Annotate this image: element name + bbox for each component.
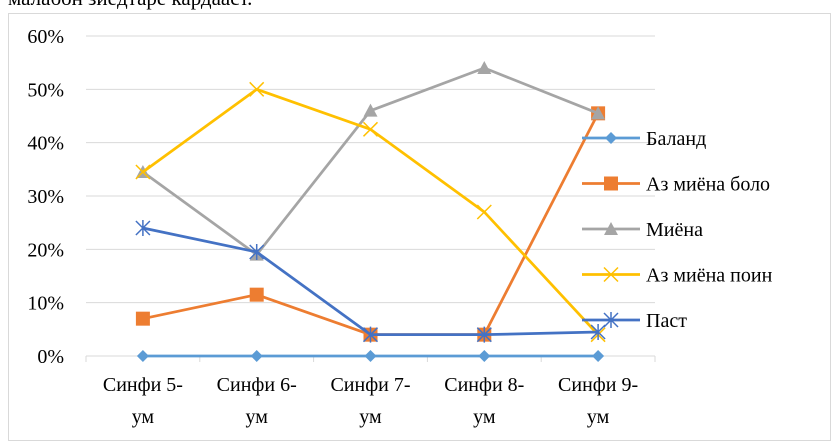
data-point-marker-shape — [477, 61, 492, 74]
legend-label: Аз миёна боло — [646, 174, 770, 196]
data-point-marker-shape — [135, 164, 151, 180]
data-point-marker — [249, 81, 265, 97]
data-point-marker — [362, 326, 379, 343]
data-point-marker — [591, 106, 606, 120]
legend-marker-shape — [604, 176, 618, 191]
x-tick-label: Синфи 7- ум — [330, 374, 410, 428]
data-point-marker — [136, 350, 149, 362]
y-tick-label: 40% — [27, 133, 64, 155]
data-point-marker — [476, 204, 492, 220]
x-tick-label: Синфи 6- ум — [217, 374, 297, 428]
legend-marker — [604, 176, 618, 191]
data-point-marker — [362, 121, 379, 137]
x-tick-label-line: ум — [245, 406, 268, 428]
x-tick-label-line: Синфи 8- — [444, 374, 524, 396]
legend-marker — [603, 312, 619, 328]
data-point-marker — [590, 324, 606, 340]
x-tick-label: Синфи 8- ум — [444, 374, 524, 428]
legend-label: Аз миёна поин — [646, 265, 773, 287]
data-point-marker-shape — [478, 350, 491, 362]
y-tick-label: 60% — [27, 26, 64, 48]
legend-entry: Баланд — [582, 128, 706, 150]
data-point-marker-shape — [592, 350, 605, 362]
x-tick-label: Синфи 5- ум — [103, 374, 183, 428]
x-tick-label-line: ум — [473, 406, 496, 428]
data-point-marker-shape — [136, 350, 149, 362]
data-point-marker-shape — [135, 220, 151, 236]
x-tick-label-line: Синфи 9- — [558, 374, 638, 396]
data-point-marker-shape — [135, 311, 150, 326]
series-line-3 — [142, 66, 599, 257]
x-tick-label-line: Синфи 6- — [217, 374, 297, 396]
data-point-marker — [135, 311, 150, 326]
data-point-marker — [135, 220, 151, 236]
data-point-marker — [249, 287, 264, 302]
data-point-marker — [476, 326, 492, 343]
legend-label: Паст — [646, 310, 687, 332]
y-tick-label: 50% — [27, 79, 64, 101]
data-point-marker-shape — [250, 350, 263, 362]
series-line-2 — [142, 112, 600, 337]
data-point-marker-shape — [249, 287, 264, 302]
data-point-marker — [135, 164, 151, 180]
legend-marker-shape — [605, 132, 617, 144]
data-point-marker-shape — [590, 324, 606, 340]
caption-text: малабон зиёдтаре кардааст. — [8, 0, 252, 11]
y-tick-label: 10% — [27, 293, 64, 315]
x-tick-label-line: ум — [132, 406, 155, 428]
x-tick-label: Синфи 9- ум — [558, 374, 638, 428]
y-tick-label: 30% — [27, 186, 64, 208]
legend-marker-shape — [603, 312, 619, 328]
x-tick-label-line: Синфи 5- — [103, 374, 183, 396]
data-point-marker-shape — [591, 106, 606, 120]
legend-marker-shape — [603, 266, 619, 283]
legend-label: Баланд — [646, 128, 706, 150]
data-point-marker — [477, 61, 492, 74]
legend-label: Миёна — [646, 219, 703, 241]
y-tick-label: 0% — [37, 346, 64, 368]
x-tick-label-line: ум — [359, 406, 382, 428]
data-point-marker-shape — [476, 326, 492, 343]
data-point-marker-shape — [363, 103, 378, 117]
legend-marker — [605, 132, 617, 144]
data-point-marker — [364, 350, 377, 362]
x-tick-label-line: ум — [587, 406, 610, 428]
data-point-marker — [478, 350, 491, 362]
legend-marker — [604, 222, 618, 235]
data-point-marker-shape — [249, 244, 265, 260]
legend-marker — [603, 266, 619, 283]
data-point-marker — [363, 103, 378, 117]
data-point-marker-shape — [249, 81, 265, 97]
legend-entry: Миёна — [582, 219, 703, 241]
data-point-marker-shape — [362, 121, 379, 137]
series-line-4 — [142, 87, 600, 336]
data-point-marker — [250, 350, 263, 362]
data-point-marker — [592, 350, 605, 362]
legend-marker-shape — [604, 222, 618, 235]
y-tick-label: 20% — [27, 239, 64, 261]
x-tick-label-line: Синфи 7- — [330, 374, 410, 396]
data-point-marker-shape — [362, 326, 379, 343]
data-point-marker-shape — [476, 204, 492, 220]
data-point-marker-shape — [364, 350, 377, 362]
data-point-marker — [249, 244, 265, 260]
chart-frame — [8, 13, 831, 441]
